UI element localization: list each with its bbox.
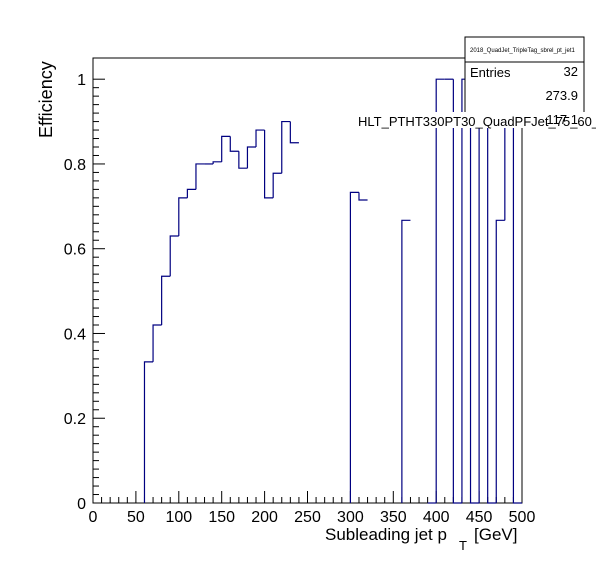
- histogram-bin: [272, 172, 282, 198]
- histogram-bin: [238, 151, 248, 169]
- histogram-bin: [221, 135, 231, 162]
- histogram-bin: [161, 275, 171, 325]
- histogram-bin: [169, 235, 179, 277]
- stats-mean-value: 273.9: [545, 88, 578, 103]
- histogram-bin: [452, 79, 462, 504]
- histogram-bin: [469, 79, 480, 504]
- stats-rms-value: 117.1: [546, 112, 578, 127]
- x-tick-label: 300: [337, 509, 364, 526]
- y-axis-ticks: [93, 78, 105, 504]
- x-tick-label: 150: [208, 509, 235, 526]
- x-tick-label: 0: [89, 509, 98, 526]
- histogram-bin: [178, 197, 188, 236]
- efficiency-histogram: [143, 78, 522, 504]
- y-tick-label: 1: [77, 72, 86, 89]
- histogram-bin: [186, 188, 196, 198]
- x-axis-label-subscript: T: [459, 538, 467, 553]
- x-tick-label: 500: [509, 509, 536, 526]
- histogram-bin: [212, 161, 222, 164]
- x-tick-label: 250: [294, 509, 321, 526]
- overlay-label-bg: [356, 112, 596, 128]
- y-tick-label: 0.2: [64, 411, 86, 428]
- histogram-bin: [143, 361, 154, 503]
- x-axis-ticks: [92, 491, 523, 503]
- histogram-bin: [487, 79, 497, 504]
- histogram-bin: [435, 78, 445, 503]
- histogram-bin: [152, 324, 162, 362]
- histogram-bin: [255, 129, 265, 147]
- histogram-bin: [401, 219, 411, 503]
- stats-entries-value: 32: [564, 64, 578, 79]
- x-tick-label: 350: [380, 509, 407, 526]
- x-tick-label: 50: [127, 509, 145, 526]
- histogram-bin: [461, 78, 471, 503]
- histogram-bin: [195, 163, 205, 190]
- x-tick-label: 450: [466, 509, 493, 526]
- x-axis-tick-labels: 0 50 100 150 200 250 300 350 400 450 500: [89, 509, 536, 526]
- stats-entries-label: Entries: [470, 65, 511, 80]
- trigger-label: HLT_PTHT330PT30_QuadPFJet_75_60_: [358, 114, 596, 129]
- x-axis-label-main: Subleading jet p: [325, 525, 447, 544]
- y-tick-label: 0.4: [64, 326, 86, 343]
- histogram-bin: [349, 191, 359, 503]
- x-tick-label: 400: [423, 509, 450, 526]
- histogram-bin: [512, 79, 522, 504]
- y-tick-label: 0: [77, 496, 86, 513]
- histogram-bin: [289, 121, 299, 144]
- histogram-bin: [264, 130, 274, 199]
- histogram-bin: [358, 192, 368, 201]
- y-tick-label: 0.8: [64, 157, 86, 174]
- histogram-bin: [495, 219, 505, 503]
- x-tick-label: 200: [251, 509, 278, 526]
- histogram-bin: [478, 78, 488, 503]
- histogram-bin: [281, 120, 291, 174]
- histogram-bin: [229, 136, 239, 152]
- y-tick-label: 0.6: [64, 242, 86, 259]
- x-axis-label: Subleading jet p: [325, 525, 447, 544]
- y-axis-label: Efficiency: [36, 61, 56, 138]
- x-axis-label-unit: [GeV]: [474, 525, 517, 544]
- y-axis-tick-labels: 0 0.2 0.4 0.6 0.8 1: [64, 72, 86, 513]
- stats-box-title: 2018_QuadJet_TripleTag_sbrel_pt_jet1: [470, 48, 576, 54]
- x-tick-label: 100: [165, 509, 192, 526]
- histogram-bin: [246, 146, 257, 169]
